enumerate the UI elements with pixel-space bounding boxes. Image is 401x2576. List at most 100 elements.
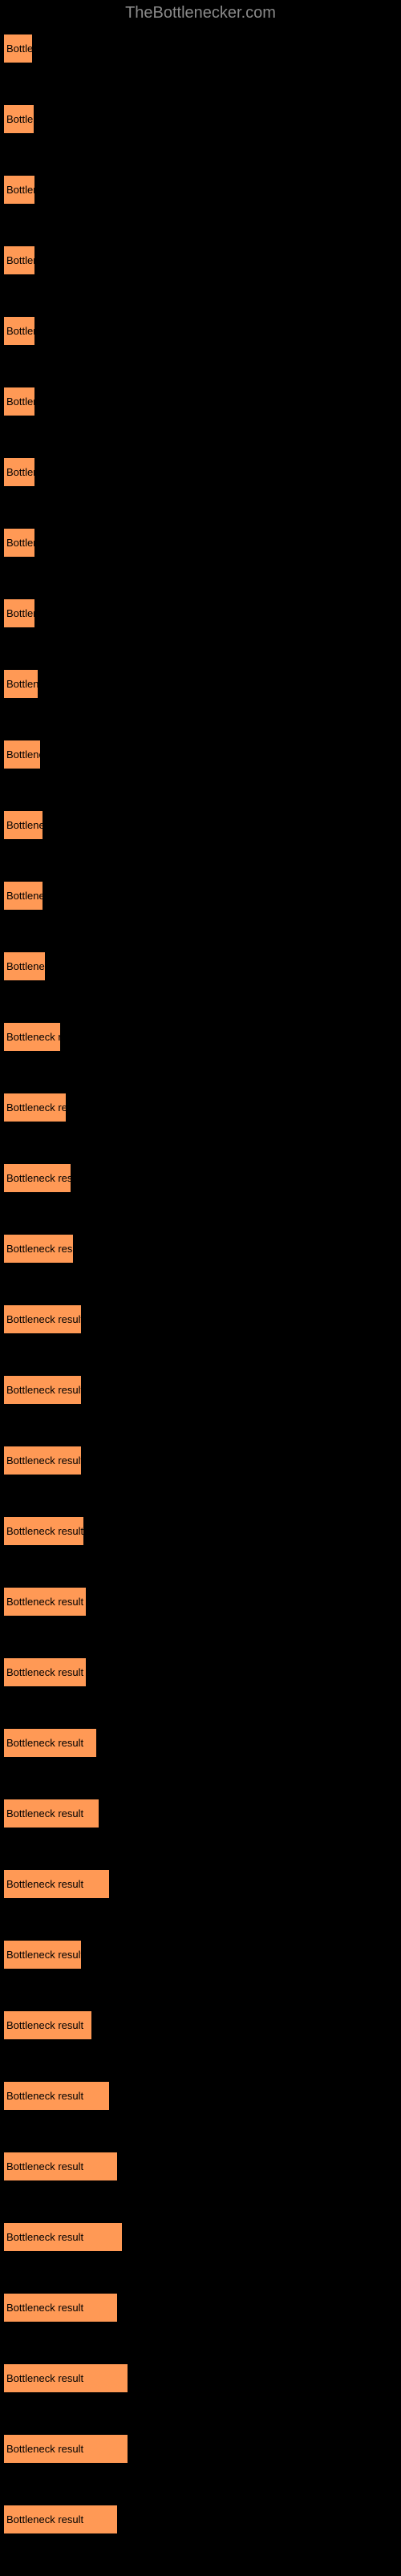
bar-value: 4: [132, 2513, 137, 2525]
bar-label: Bottleneck result: [4, 1313, 81, 1325]
site-title: TheBottlenecker.com: [125, 4, 276, 22]
bar-value: 4: [124, 1878, 129, 1890]
bar: Bottleneck result49: [4, 2435, 128, 2463]
bar-label: Bottleneck result: [4, 2513, 83, 2525]
bar-label: Bottlene: [4, 396, 34, 408]
bar-label: Bottleneck result: [4, 2302, 83, 2314]
bar-label: Bottleneck result: [4, 1101, 66, 1114]
bar-label: Bottleneck result: [4, 2090, 83, 2102]
bar-chart: Bottler Bottlen Bottlene Bottlene Bottlene Bo…: [0, 34, 401, 2558]
bar-row: Bottleneck: [4, 811, 397, 863]
bar: Bottleneck result42: [4, 2152, 117, 2180]
bar-value: 49: [136, 2372, 147, 2384]
bar: Bottlene: [4, 176, 34, 204]
bar: Bottlen: [4, 105, 34, 133]
bar-row: Bottleneck result: [4, 1305, 397, 1357]
bar-row: Bottleneck: [4, 882, 397, 934]
bar: Bottleneck: [4, 811, 43, 839]
bar-label: Bottleneck resu: [4, 1031, 60, 1043]
bar: Bottleneck result: [4, 1941, 81, 1969]
page-header: TheBottlenecker.com: [0, 0, 401, 34]
bar: Bottleneck: [4, 952, 45, 980]
bar-row: Bottleneck result: [4, 1446, 397, 1499]
bar-row: Bottler: [4, 34, 397, 87]
bar-label: Bottlene: [4, 466, 34, 478]
bar-label: Bottlen: [4, 113, 34, 125]
bar-row: Bottleneck result42: [4, 2152, 397, 2205]
bar-label: Bottleneck result: [4, 1172, 71, 1184]
bar-row: Bottleneck result 49: [4, 2364, 397, 2416]
bar-label: Bottleneck result: [4, 1737, 83, 1749]
bar-label: Bottleneck result: [4, 1807, 83, 1819]
bar-label: Bottleneck: [4, 960, 45, 972]
bar-label: Bottler: [4, 43, 32, 55]
bar: Bottlene: [4, 246, 34, 274]
bar: Bottler: [4, 34, 32, 63]
bar: Bottlene: [4, 529, 34, 557]
bar-row: Bottleneck result 4: [4, 2082, 397, 2134]
bar: Bottlene: [4, 458, 34, 486]
bar-label: Bottleneck result: [4, 1384, 81, 1396]
bar-label: Bottleneck: [4, 890, 43, 902]
bar: Bottlene: [4, 599, 34, 627]
bar: Bottleneck result4: [4, 2082, 109, 2110]
bar-row: Bottleneck result: [4, 1799, 397, 1852]
bar-row: Bottlene: [4, 176, 397, 228]
bar-value: 42: [125, 2160, 136, 2172]
bar: Bottleneck result: [4, 1446, 81, 1475]
bar-row: Bottlenec: [4, 670, 397, 722]
bar-label: Bottlenec: [4, 678, 38, 690]
bar: Bottleneck result: [4, 2011, 91, 2039]
bar: Bottlenec: [4, 670, 38, 698]
bar-row: Bottleneck result: [4, 1093, 397, 1146]
bar-row: Bottleneck result: [4, 1588, 397, 1640]
bar-value: 4: [124, 2090, 129, 2102]
bar-label: Bottleneck result: [4, 1525, 83, 1537]
bar-row: Bottleneck result: [4, 1164, 397, 1216]
bar-row: Bottleneck result49: [4, 2435, 397, 2487]
bar: Bottleneck: [4, 740, 40, 769]
bar-row: Bottleneck result 4: [4, 1870, 397, 1922]
bar-label: Bottleneck: [4, 748, 40, 761]
bar: Bottlene: [4, 387, 34, 416]
bar-label: Bottleneck result: [4, 1949, 81, 1961]
bar: Bottleneck result: [4, 1729, 96, 1757]
bar-value: 42: [125, 2302, 136, 2314]
bar-row: Bottlene: [4, 246, 397, 298]
bar: Bottleneck result: [4, 1517, 83, 1545]
bar-value: 4: [136, 2231, 142, 2243]
bar-label: Bottlene: [4, 184, 34, 196]
bar-label: Bottlene: [4, 537, 34, 549]
bar: Bottleneck result: [4, 1588, 86, 1616]
bar-label: Bottleneck result: [4, 2372, 83, 2384]
bar-label: Bottlene: [4, 607, 34, 619]
bar-row: Bottleneck result: [4, 2011, 397, 2063]
bar-label: Bottleneck result: [4, 2231, 83, 2243]
bar-row: Bottleneck result 4: [4, 2505, 397, 2558]
bar: Bottleneck result: [4, 1658, 86, 1686]
bar-label: Bottlene: [4, 254, 34, 266]
bar: Bottleneck result4: [4, 2223, 122, 2251]
bar-row: Bottleneck result: [4, 1729, 397, 1781]
bar-row: Bottleneck result: [4, 1941, 397, 1993]
bar-row: Bottleneck: [4, 952, 397, 1004]
bar: Bottleneck result: [4, 1376, 81, 1404]
bar: Bottleneck result: [4, 1164, 71, 1192]
bar-label: Bottleneck result: [4, 1243, 73, 1255]
bar-label: Bottleneck result: [4, 1596, 83, 1608]
bar: Bottleneck result: [4, 1799, 99, 1828]
bar-row: Bottleneck result 4: [4, 2223, 397, 2275]
bar: Bottleneck resu: [4, 1023, 60, 1051]
bar-label: Bottlene: [4, 325, 34, 337]
bar: Bottleneck result4: [4, 2505, 117, 2533]
bar: Bottleneck result49: [4, 2364, 128, 2392]
bar-label: Bottleneck result: [4, 1454, 81, 1466]
bar-label: Bottleneck result: [4, 2019, 83, 2031]
bar-row: Bottleneck result: [4, 1376, 397, 1428]
bar-label: Bottleneck result: [4, 1878, 83, 1890]
bar: Bottleneck result: [4, 1235, 73, 1263]
bar-row: Bottleneck result: [4, 1658, 397, 1710]
bar-row: Bottlene: [4, 599, 397, 651]
bar: Bottleneck result: [4, 1305, 81, 1333]
bar-value: 49: [136, 2443, 147, 2455]
